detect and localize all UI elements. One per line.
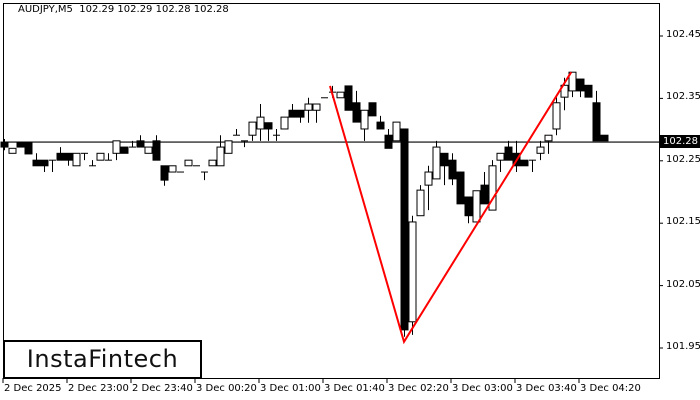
current-price-label: 102.28 xyxy=(660,135,700,148)
candle-bearish xyxy=(376,121,385,130)
x-tick-label: 3 Dec 03:00 xyxy=(452,383,513,394)
candle-bullish xyxy=(8,147,17,154)
candle-bearish xyxy=(264,122,273,130)
candle-bearish xyxy=(16,141,25,148)
candle-bullish xyxy=(208,159,217,167)
candle-bullish xyxy=(392,121,401,142)
candle-bearish xyxy=(464,196,473,217)
candle-bearish xyxy=(368,102,377,117)
candle-bullish xyxy=(96,152,105,161)
candle-bearish xyxy=(24,141,33,155)
candle-bearish xyxy=(64,152,73,161)
candle-bearish xyxy=(120,146,129,154)
candle-bearish xyxy=(456,171,465,205)
candle-bearish xyxy=(520,159,529,167)
candle-bullish xyxy=(112,140,121,154)
candle-bearish xyxy=(56,152,65,161)
instafintech-logo: InstaFintech xyxy=(3,340,202,379)
candle-bearish xyxy=(152,140,161,161)
candle-bullish xyxy=(304,103,313,111)
candle-bullish xyxy=(544,134,553,142)
x-tick-label: 3 Dec 02:20 xyxy=(388,383,449,394)
y-tick-label: 102.45 xyxy=(666,29,700,40)
candle-bullish xyxy=(72,152,81,167)
candle-bullish xyxy=(336,91,345,99)
x-tick-label: 2 Dec 2025 xyxy=(4,383,62,394)
candle-bearish xyxy=(576,78,585,92)
candle-bearish xyxy=(480,184,489,205)
candle-bullish xyxy=(432,146,441,180)
candle-bullish xyxy=(360,109,369,130)
candle-bullish xyxy=(408,221,417,323)
candle-bearish xyxy=(400,128,409,331)
y-tick-label: 102.05 xyxy=(666,278,700,290)
candle-bearish xyxy=(584,84,593,98)
candle-bullish xyxy=(536,146,545,154)
candle-bullish xyxy=(416,189,425,217)
candle-bullish xyxy=(496,152,505,161)
candle-bullish xyxy=(560,84,569,98)
candle-bullish xyxy=(224,140,233,154)
candle-bullish xyxy=(568,71,577,92)
candle-bearish xyxy=(136,140,145,148)
candle-bullish xyxy=(312,103,321,111)
candle-bearish xyxy=(40,159,49,167)
x-tick-label: 3 Dec 00:20 xyxy=(196,383,257,394)
candle-bullish xyxy=(552,102,561,130)
y-tick-label: 102.15 xyxy=(666,216,700,228)
chart-title: AUDJPY,M5 102.29 102.29 102.28 102.28 xyxy=(18,4,229,15)
candle-bearish xyxy=(32,159,41,167)
candle-bullish xyxy=(488,165,497,211)
candle-bearish xyxy=(592,102,601,142)
candle-bearish xyxy=(344,85,353,111)
candle-bullish xyxy=(256,116,265,130)
candle-bearish xyxy=(288,109,297,118)
candle-bearish xyxy=(0,141,9,148)
x-tick-label: 3 Dec 03:40 xyxy=(516,383,577,394)
candle-bullish xyxy=(144,146,153,154)
candle-bearish xyxy=(448,159,457,180)
candle-bearish xyxy=(160,165,169,181)
candle-bullish xyxy=(168,165,177,173)
candle-bullish xyxy=(184,159,193,167)
y-tick-label: 102.25 xyxy=(666,153,700,165)
y-tick-label: 101.95 xyxy=(666,341,700,352)
candle-bullish xyxy=(248,121,257,136)
candle-bearish xyxy=(504,146,513,161)
x-tick-label: 2 Dec 23:40 xyxy=(132,383,193,394)
pattern-line xyxy=(329,71,573,345)
candle-bearish xyxy=(440,152,449,167)
candle-bullish xyxy=(216,146,225,167)
candle-bullish xyxy=(472,190,481,223)
candle-bearish xyxy=(296,109,305,118)
x-tick-label: 3 Dec 04:20 xyxy=(580,383,641,394)
candle-bullish xyxy=(424,171,433,186)
x-tick-label: 2 Dec 23:00 xyxy=(68,383,129,394)
x-tick-label: 3 Dec 01:40 xyxy=(324,383,385,394)
x-tick-label: 3 Dec 01:00 xyxy=(260,383,321,394)
candle-bullish xyxy=(280,116,289,130)
candle-bearish xyxy=(352,102,361,123)
plot-border xyxy=(3,3,660,379)
candle-bearish xyxy=(600,134,609,142)
candle-bearish xyxy=(384,134,393,149)
y-tick-label: 102.35 xyxy=(666,91,700,103)
